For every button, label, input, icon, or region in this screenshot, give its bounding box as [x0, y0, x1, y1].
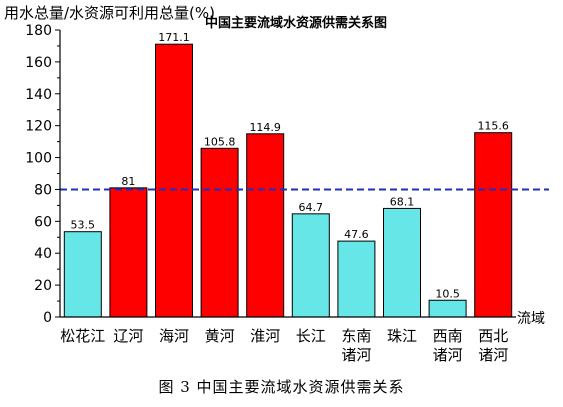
bar-value-label: 114.9	[249, 121, 281, 134]
bar	[155, 43, 193, 318]
bar-value-label: 171.1	[158, 31, 190, 44]
x-tick-label: 长江	[296, 327, 326, 345]
chart-title: 中国主要流域水资源供需关系图	[205, 15, 387, 31]
bar	[337, 240, 376, 318]
bar	[246, 133, 285, 318]
bar-value-label: 81	[121, 175, 135, 188]
bar-value-label: 64.7	[299, 201, 324, 214]
y-tick-label: 0	[43, 310, 52, 326]
x-tick-label: 珠江	[387, 327, 417, 345]
bar-value-label: 47.6	[344, 228, 369, 241]
bar-value-label: 105.8	[204, 135, 236, 148]
bar	[291, 213, 330, 318]
bar-value-label: 115.6	[477, 120, 509, 133]
x-axis-title: 流域	[517, 311, 545, 327]
x-tick-label: 西北诸河	[478, 327, 508, 364]
y-axis-title: 用水总量/水资源可利用总量(%)	[4, 4, 215, 22]
bar	[383, 207, 421, 318]
x-tick-label: 松花江	[60, 327, 105, 345]
y-tick-label: 100	[25, 151, 52, 167]
y-tick-label: 40	[34, 246, 52, 262]
y-tick-label: 180	[25, 23, 52, 39]
bar	[109, 187, 148, 318]
bar-value-label: 10.5	[435, 287, 460, 300]
y-tick-label: 80	[34, 182, 52, 198]
x-tick-label: 东南诸河	[341, 327, 371, 364]
x-tick-label: 海河	[159, 327, 189, 345]
y-tick-label: 120	[25, 119, 52, 135]
bar-value-label: 53.5	[71, 219, 96, 232]
x-tick-label: 淮河	[250, 327, 280, 345]
x-tick-label: 辽河	[113, 327, 143, 345]
bar	[200, 147, 239, 318]
bar	[63, 231, 102, 318]
y-tick-label: 140	[25, 87, 52, 103]
y-tick-label: 160	[25, 55, 52, 71]
y-tick-label: 60	[34, 214, 52, 230]
y-tick-label: 20	[34, 278, 52, 294]
bar	[428, 299, 467, 318]
figure-caption: 图 3 中国主要流域水资源供需关系	[158, 378, 405, 396]
x-tick-label: 西南诸河	[433, 327, 463, 364]
bar	[474, 132, 513, 318]
bar-value-label: 68.1	[390, 195, 415, 208]
x-tick-label: 黄河	[205, 327, 235, 345]
